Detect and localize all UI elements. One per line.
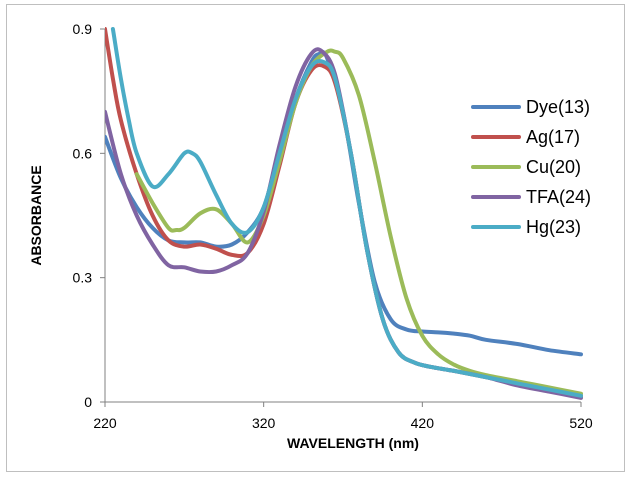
y-axis-title: ABSORBANCE [28,165,44,265]
series-line-cu-20 [134,48,583,396]
tick-labels: 0 0.3 0.6 0.9 220 320 420 520 [73,21,593,431]
y-tick-label: 0.3 [73,270,93,286]
y-tick-label: 0.9 [73,21,93,37]
legend-label-tfa-24: TFA(24) [526,187,591,207]
series-line-dye-13 [105,50,583,357]
y-tick-label: 0.6 [73,145,93,161]
series-line-tfa-24 [105,47,583,400]
legend-label-cu-20: Cu(20) [526,157,581,177]
series-line-ag-17 [105,27,583,398]
chart-area: 0 0.3 0.6 0.9 220 320 420 520 WAVELENGTH (nm) A… [6,4,625,472]
x-axis-title: WAVELENGTH (nm) [287,435,419,451]
y-tick-label: 0 [84,394,92,410]
x-tick-label: 320 [252,415,276,431]
legend-label-hg-23: Hg(23) [526,217,581,237]
legend-label-ag-17: Ag(17) [526,127,580,147]
series-line-hg-23 [110,27,583,398]
axes [100,28,582,407]
absorbance-chart: 0 0.3 0.6 0.9 220 320 420 520 WAVELENGTH (nm) A… [28,21,593,451]
legend: Dye(13) Ag(17) Cu(20) TFA(24) Hg(23) [471,97,591,237]
x-tick-label: 520 [569,415,593,431]
x-tick-label: 220 [93,415,117,431]
x-tick-label: 420 [411,415,435,431]
series-lines [105,27,583,400]
legend-label-dye-13: Dye(13) [526,97,590,117]
